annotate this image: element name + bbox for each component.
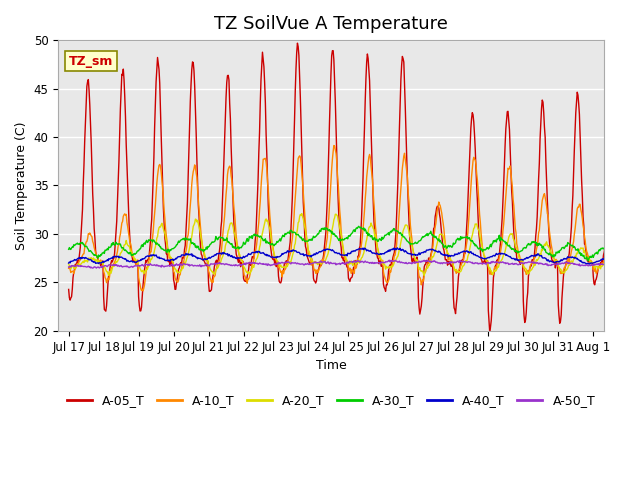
A-10_T — [407, 229, 415, 235]
X-axis label: Time: Time — [316, 359, 346, 372]
A-40_T — [261, 252, 269, 257]
A-30_T — [438, 240, 445, 246]
Line: A-20_T: A-20_T — [68, 214, 627, 276]
A-50_T — [623, 263, 631, 269]
A-40_T — [233, 256, 241, 262]
A-30_T — [261, 238, 269, 243]
A-30_T — [406, 241, 414, 247]
Line: A-30_T: A-30_T — [68, 226, 627, 262]
A-10_T — [262, 156, 269, 161]
A-30_T — [623, 254, 631, 260]
A-05_T — [294, 40, 301, 46]
A-20_T — [105, 273, 113, 278]
A-50_T — [93, 265, 100, 271]
A-20_T — [131, 256, 139, 262]
A-10_T — [139, 288, 147, 294]
A-50_T — [283, 260, 291, 265]
Line: A-05_T: A-05_T — [68, 43, 627, 333]
A-05_T — [438, 231, 445, 237]
A-20_T — [438, 232, 446, 238]
A-10_T — [131, 257, 138, 263]
A-10_T — [65, 265, 72, 271]
A-20_T — [234, 246, 241, 252]
A-30_T — [65, 246, 72, 252]
A-05_T — [486, 330, 493, 336]
A-50_T — [234, 263, 241, 269]
A-05_T — [623, 257, 631, 263]
A-30_T — [355, 223, 362, 229]
A-50_T — [131, 263, 139, 269]
A-30_T — [282, 231, 290, 237]
Title: TZ SoilVue A Temperature: TZ SoilVue A Temperature — [214, 15, 448, 33]
A-20_T — [407, 239, 415, 244]
Line: A-50_T: A-50_T — [68, 260, 627, 268]
A-05_T — [406, 243, 414, 249]
A-20_T — [298, 211, 306, 216]
A-50_T — [385, 257, 393, 263]
A-20_T — [262, 217, 269, 223]
Line: A-40_T: A-40_T — [68, 248, 627, 266]
A-30_T — [233, 245, 241, 251]
A-50_T — [262, 261, 269, 267]
A-40_T — [406, 251, 414, 256]
A-10_T — [623, 262, 631, 268]
A-40_T — [438, 251, 445, 256]
A-40_T — [394, 245, 401, 251]
A-05_T — [233, 253, 241, 259]
A-05_T — [261, 80, 269, 86]
A-40_T — [623, 263, 631, 268]
A-10_T — [283, 260, 291, 266]
Y-axis label: Soil Temperature (C): Soil Temperature (C) — [15, 121, 28, 250]
A-20_T — [283, 263, 291, 269]
A-05_T — [282, 259, 290, 264]
A-20_T — [65, 261, 72, 267]
Text: TZ_sm: TZ_sm — [69, 55, 113, 68]
A-40_T — [131, 259, 138, 265]
A-05_T — [131, 259, 138, 264]
A-50_T — [438, 261, 446, 266]
A-10_T — [438, 216, 446, 222]
A-05_T — [65, 287, 72, 292]
Line: A-10_T: A-10_T — [68, 145, 627, 291]
A-50_T — [407, 260, 415, 266]
A-10_T — [234, 243, 241, 249]
A-10_T — [330, 143, 338, 148]
A-20_T — [623, 260, 631, 265]
Legend: A-05_T, A-10_T, A-20_T, A-30_T, A-40_T, A-50_T: A-05_T, A-10_T, A-20_T, A-30_T, A-40_T, … — [61, 389, 600, 412]
A-30_T — [619, 259, 627, 265]
A-40_T — [620, 264, 627, 269]
A-40_T — [282, 250, 290, 255]
A-30_T — [131, 251, 138, 256]
A-50_T — [65, 264, 72, 270]
A-40_T — [65, 260, 72, 266]
